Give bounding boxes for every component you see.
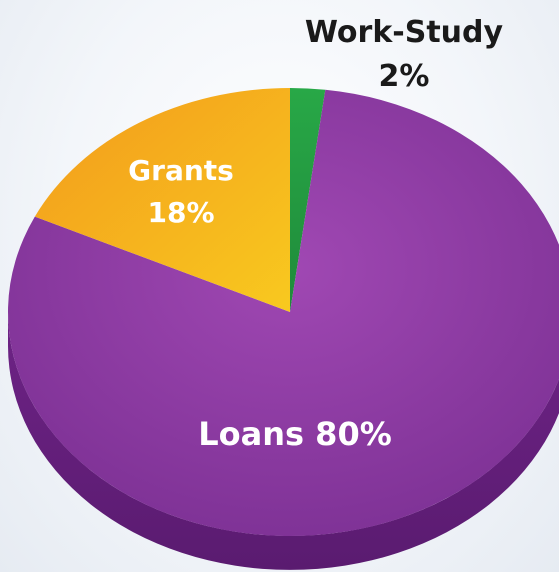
pie-depth-edge: [8, 312, 559, 570]
work-study-name-label: Work-Study: [305, 15, 504, 50]
work-study-value-label: 2%: [379, 59, 430, 94]
slice-work-study: [290, 88, 326, 312]
loans-label: Loans 80%: [198, 415, 392, 453]
pie-slices: [8, 88, 559, 536]
grants-name-label: Grants: [128, 154, 234, 187]
slice-loans: [8, 89, 559, 536]
grants-value-label: 18%: [147, 196, 214, 229]
slice-grants: [34, 88, 290, 312]
